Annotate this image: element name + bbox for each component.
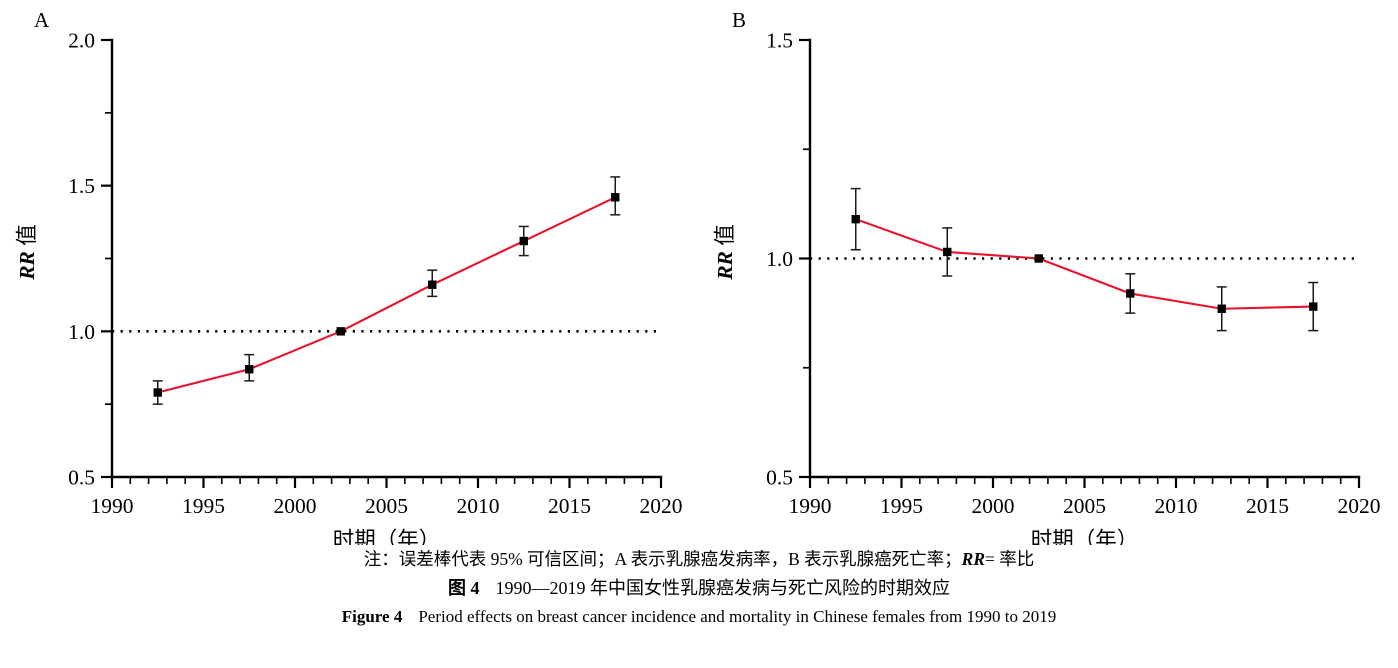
x-axis-title: 时期（年）: [1031, 528, 1139, 545]
y-tick-label: 0.5: [766, 466, 793, 490]
caption-chinese-label: 图 4: [448, 577, 480, 598]
data-point-marker: [611, 193, 620, 202]
x-tick-label: 1990: [789, 494, 832, 518]
x-tick-label: 2000: [274, 494, 317, 518]
data-point-marker: [245, 365, 254, 374]
y-tick-label: 1.5: [766, 29, 793, 53]
data-point-marker: [428, 280, 437, 289]
x-axis-title: 时期（年）: [333, 528, 441, 545]
data-point-marker: [943, 247, 952, 257]
y-tick-label: 2.0: [68, 29, 95, 53]
caption-english-label: Figure 4: [341, 607, 403, 627]
x-tick-label: 1990: [91, 494, 134, 518]
y-axis-title-unit: 值: [15, 224, 39, 251]
data-point-marker: [336, 327, 345, 336]
data-point-marker: [1034, 254, 1043, 263]
data-line: [854, 218, 1315, 310]
caption-english: Figure 4 Period effects on breast cancer …: [0, 605, 1398, 629]
x-tick-label: 2005: [365, 494, 408, 518]
chart-panels: A 0.5 1.0 1.5 2.0 1990 1995 2000 2005 2010 2015 202…: [0, 0, 1398, 545]
x-tick-label: 2010: [1155, 494, 1198, 518]
caption-chinese-title: 1990—2019 年中国女性乳腺癌发病与死亡风险的时期效应: [495, 577, 951, 598]
data-point-marker: [1217, 304, 1226, 313]
caption-chinese: 图 4 1990—2019 年中国女性乳腺癌发病与死亡风险的时期效应: [0, 576, 1398, 602]
plot-b: B 0.5 1.0 1.5 1990 1995 2000 2005 2010 2015 2020 时期…: [713, 8, 1381, 545]
x-tick-label: 2015: [1246, 494, 1289, 518]
plot-a: A 0.5 1.0 1.5 2.0 1990 1995 2000 2005 2010 2015 202…: [15, 8, 683, 545]
caption-note: 注：误差棒代表 95% 可信区间；A 表示乳腺癌发病率，B 表示乳腺癌死亡率；R…: [0, 547, 1398, 572]
y-axis-title: RR 值: [713, 224, 737, 281]
y-axis-title-rr: RR: [713, 251, 737, 281]
data-point-marker: [851, 214, 860, 224]
x-tick-label: 2015: [548, 494, 591, 518]
x-tick-label: 2005: [1063, 494, 1106, 518]
x-tick-label: 2020: [640, 494, 683, 518]
caption-note-rr-tail: = 率比: [985, 549, 1035, 569]
y-axis-title-rr: RR: [15, 251, 39, 281]
y-axis-title-unit: 值: [713, 224, 737, 251]
chart-panel-a: A 0.5 1.0 1.5 2.0 1990 1995 2000 2005 2010 2015 202…: [0, 0, 700, 545]
y-axis-title: RR 值: [15, 224, 39, 281]
y-tick-label: 0.5: [68, 466, 95, 490]
chart-panel-b: B 0.5 1.0 1.5 1990 1995 2000 2005 2010 2015 2020 时期…: [698, 0, 1398, 545]
panel-letter-a: A: [34, 8, 50, 32]
y-tick-label: 1.0: [766, 247, 793, 271]
x-tick-label: 2010: [457, 494, 500, 518]
figure-captions: 注：误差棒代表 95% 可信区间；A 表示乳腺癌发病率，B 表示乳腺癌死亡率；R…: [0, 545, 1398, 630]
data-point-marker: [519, 236, 528, 246]
x-tick-label: 1995: [880, 494, 923, 518]
data-point-marker: [1309, 302, 1318, 311]
caption-note-body: 误差棒代表 95% 可信区间；A 表示乳腺癌发病率，B 表示乳腺癌死亡率；: [398, 549, 962, 569]
data-line: [156, 196, 617, 394]
y-tick-label: 1.5: [68, 174, 95, 198]
panel-letter-b: B: [732, 8, 746, 32]
y-tick-label: 1.0: [68, 320, 95, 344]
x-tick-label: 2000: [972, 494, 1015, 518]
caption-note-prefix: 注：: [363, 549, 399, 569]
caption-note-rr: RR: [961, 549, 986, 569]
x-tick-label: 2020: [1338, 494, 1381, 518]
data-point-marker: [153, 388, 162, 397]
x-tick-label: 1995: [182, 494, 225, 518]
caption-english-title: Period effects on breast cancer incidenc…: [418, 607, 1057, 627]
data-point-marker: [1126, 289, 1135, 298]
